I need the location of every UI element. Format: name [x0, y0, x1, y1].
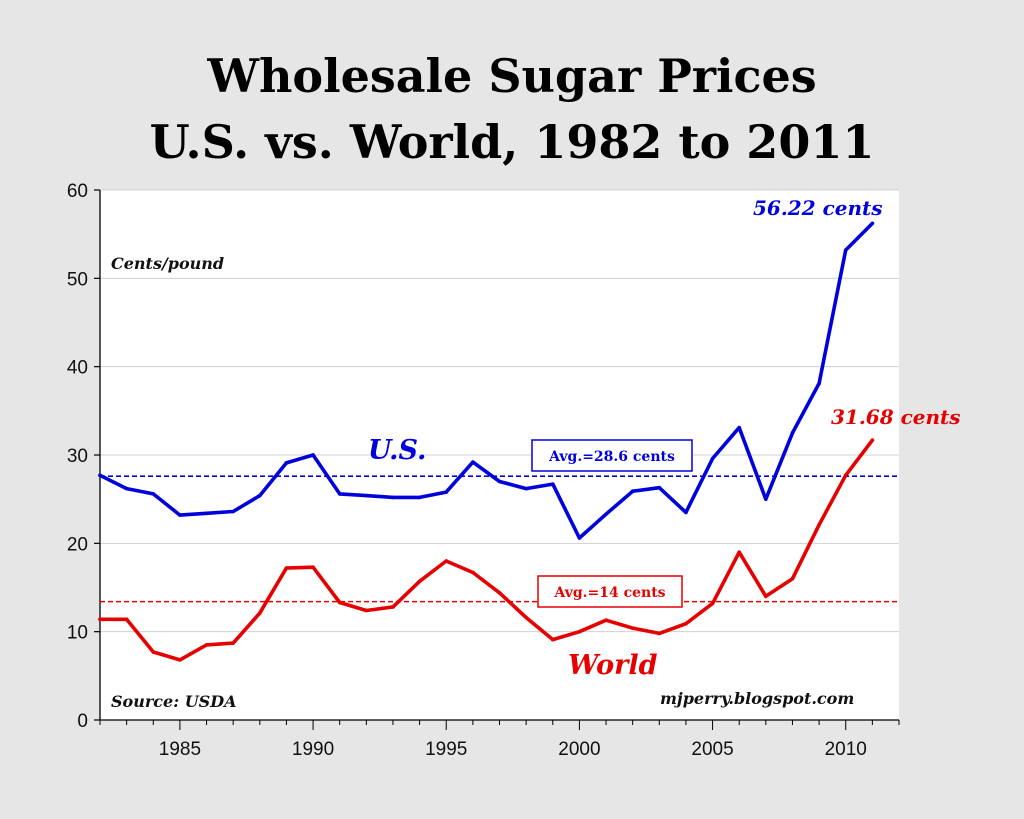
- world-data-point: [843, 473, 848, 478]
- unit-note: Cents/pound: [111, 254, 224, 273]
- us-data-point: [178, 513, 182, 517]
- y-tick-label: 30: [67, 446, 88, 467]
- y-tick-label: 40: [67, 358, 88, 379]
- axes: 0 10 20 30 40 50 60 1985 1990 1995 2000 2005 2010: [67, 181, 900, 760]
- us-data-point: [124, 486, 129, 491]
- world-data-point: [737, 550, 741, 554]
- us-data-point: [577, 536, 582, 540]
- x-tick-label: 1990: [292, 739, 334, 760]
- gridlines: [100, 189, 899, 633]
- world-data-point: [258, 611, 262, 615]
- us-data-point: [497, 479, 502, 484]
- us-data-point: [471, 460, 475, 464]
- us-data-point: [444, 490, 449, 494]
- world-data-point: [550, 637, 555, 642]
- world-data-point: [151, 650, 156, 654]
- world-series-label: World: [568, 650, 658, 681]
- x-tick-label: 2005: [691, 739, 733, 760]
- us-avg-label: Avg.=28.6 cents: [548, 449, 675, 465]
- world-data-point: [284, 566, 289, 570]
- us-data-point: [391, 495, 395, 500]
- world-data-point: [311, 565, 315, 569]
- world-data-point: [204, 643, 209, 647]
- us-data-point: [204, 511, 209, 516]
- us-data-point: [737, 425, 741, 430]
- us-data-point: [790, 431, 795, 435]
- world-data-point: [604, 618, 608, 622]
- world-data-point: [124, 617, 129, 622]
- annotations: Cents/pound Source: USDA mjperry.blogspo…: [111, 196, 961, 711]
- world-data-point: [231, 641, 235, 645]
- world-avg-label-box: [537, 575, 683, 608]
- chart-title-line-1: Wholesale Sugar Prices: [207, 49, 817, 103]
- world-data-point: [497, 591, 502, 595]
- source-note: Source: USDA: [111, 692, 236, 711]
- world-data-point: [790, 576, 795, 581]
- series-lines: [98, 221, 875, 662]
- us-data-point: [524, 486, 528, 491]
- average-lines: [100, 475, 899, 603]
- us-data-point: [337, 492, 342, 496]
- credit-note: mjperry.blogspot.com: [660, 689, 854, 708]
- us-data-point: [657, 485, 662, 490]
- us-data-point: [604, 512, 608, 516]
- us-data-point: [764, 497, 768, 501]
- world-data-point: [364, 608, 369, 613]
- world-data-point: [630, 626, 635, 630]
- world-data-point: [817, 522, 821, 527]
- us-data-point: [258, 493, 262, 498]
- y-tick-label: 0: [77, 711, 88, 732]
- x-tick-label: 1995: [425, 739, 467, 760]
- us-data-point: [550, 482, 555, 486]
- x-tick-label: 1985: [159, 739, 201, 760]
- us-data-point: [364, 493, 369, 498]
- x-tick-label: 2010: [825, 739, 867, 760]
- x-tick-label: 2000: [558, 739, 600, 760]
- world-data-point: [178, 658, 182, 662]
- y-tick-label: 50: [67, 269, 88, 290]
- world-data-point: [764, 594, 768, 599]
- us-end-value-label: 56.22 cents: [753, 196, 883, 220]
- y-tick-label: 10: [67, 623, 88, 644]
- world-data-point: [471, 570, 475, 575]
- world-data-point: [870, 438, 875, 442]
- world-data-point: [524, 615, 528, 620]
- us-data-point: [630, 489, 635, 494]
- us-avg-label-box: [531, 439, 693, 472]
- y-tick-label: 60: [67, 181, 88, 202]
- world-data-point: [391, 605, 395, 609]
- world-series-line: [98, 438, 875, 662]
- us-data-point: [231, 509, 235, 514]
- us-data-point: [843, 248, 848, 252]
- us-data-point: [870, 221, 875, 226]
- us-data-point: [284, 461, 289, 465]
- us-series-line: [98, 221, 875, 540]
- us-data-point: [311, 453, 315, 457]
- world-data-point: [337, 600, 342, 605]
- us-data-point: [151, 492, 156, 496]
- us-series-label: U.S.: [368, 435, 426, 466]
- us-data-point: [98, 473, 102, 478]
- chart-title-line-2: U.S. vs. World, 1982 to 2011: [149, 115, 875, 169]
- world-data-point: [444, 559, 449, 563]
- us-data-point: [817, 381, 821, 386]
- world-data-point: [577, 629, 582, 634]
- world-data-point: [684, 621, 688, 626]
- world-end-value-label: 31.68 cents: [831, 405, 961, 429]
- world-data-point: [417, 579, 422, 584]
- y-tick-label: 20: [67, 534, 88, 555]
- us-data-point: [417, 495, 422, 500]
- world-avg-label: Avg.=14 cents: [553, 585, 665, 601]
- us-data-point: [684, 510, 688, 515]
- world-data-point: [657, 631, 662, 636]
- us-data-point: [710, 456, 715, 461]
- world-data-point: [710, 601, 715, 606]
- world-data-point: [98, 617, 102, 622]
